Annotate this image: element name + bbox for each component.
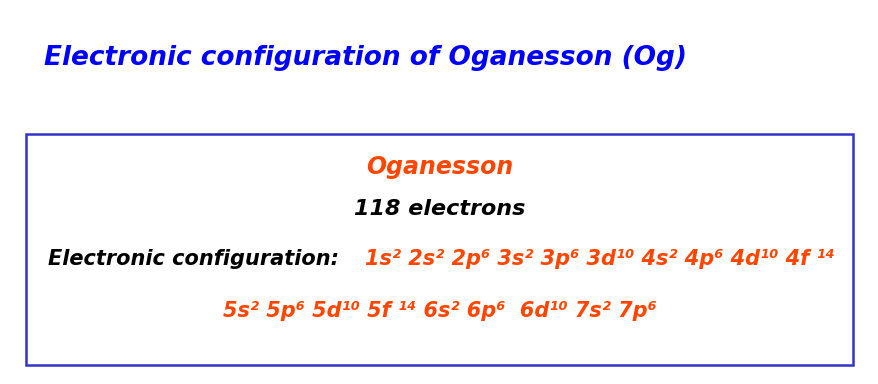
Text: 118 electrons: 118 electrons (354, 199, 524, 219)
Text: Electronic configuration:: Electronic configuration: (48, 249, 346, 269)
Text: 5s² 5p⁶ 5d¹⁰ 5f ¹⁴ 6s² 6p⁶  6d¹⁰ 7s² 7p⁶: 5s² 5p⁶ 5d¹⁰ 5f ¹⁴ 6s² 6p⁶ 6d¹⁰ 7s² 7p⁶ (222, 301, 656, 321)
Text: 1s² 2s² 2p⁶ 3s² 3p⁶ 3d¹⁰ 4s² 4p⁶ 4d¹⁰ 4f ¹⁴: 1s² 2s² 2p⁶ 3s² 3p⁶ 3d¹⁰ 4s² 4p⁶ 4d¹⁰ 4f… (364, 249, 833, 269)
Text: Oganesson: Oganesson (365, 155, 513, 179)
FancyBboxPatch shape (26, 134, 852, 365)
Text: Electronic configuration of Oganesson (Og): Electronic configuration of Oganesson (O… (44, 45, 686, 71)
